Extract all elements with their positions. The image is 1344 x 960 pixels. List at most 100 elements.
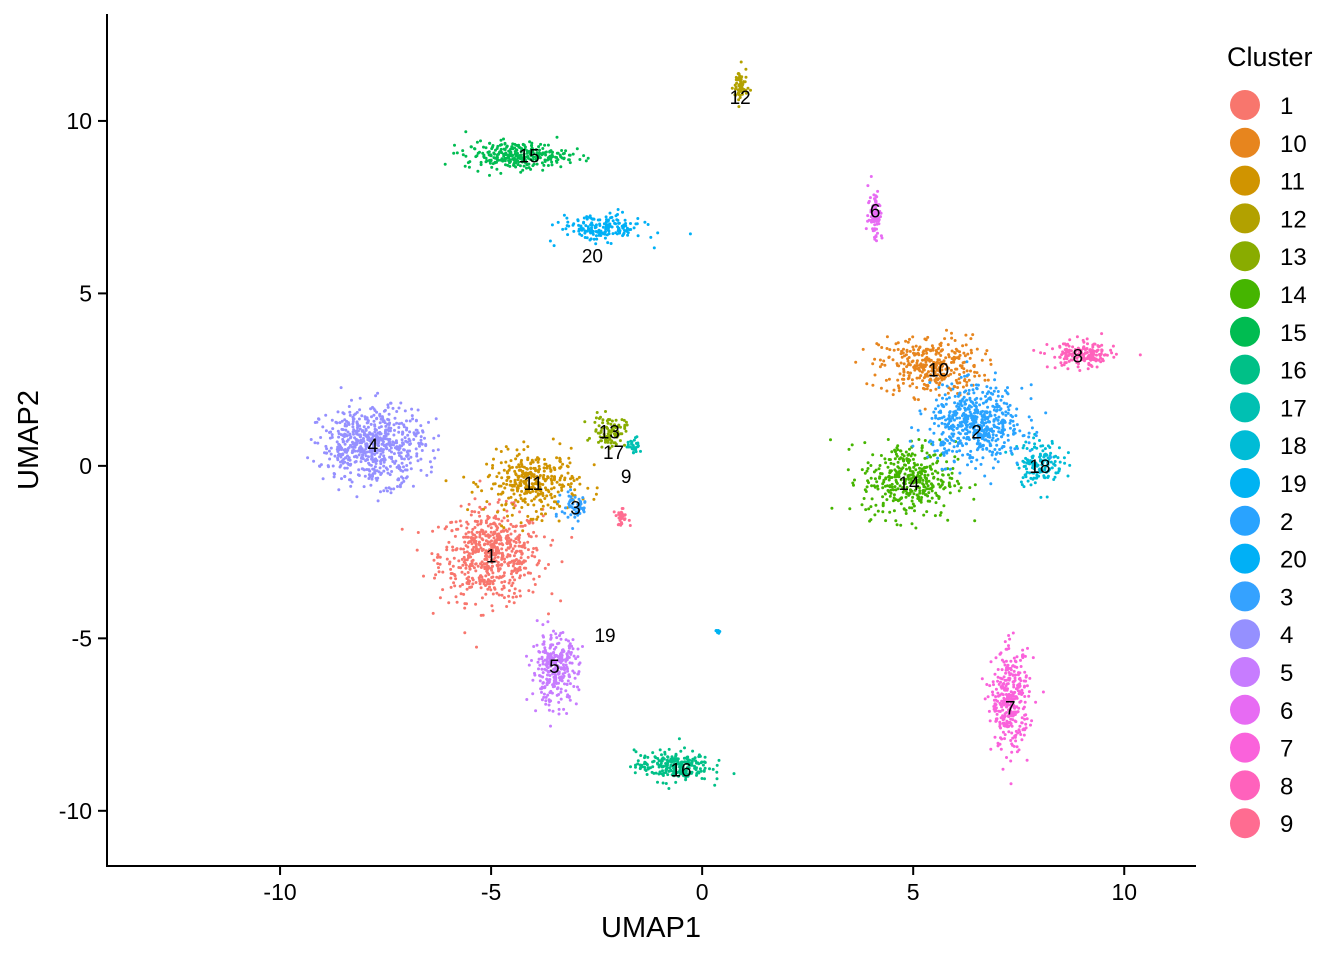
data-point [685, 755, 689, 759]
data-point [565, 695, 569, 699]
data-point [599, 429, 603, 433]
data-point [550, 481, 554, 485]
data-point [902, 377, 906, 381]
data-point [932, 410, 936, 414]
data-point [379, 452, 383, 456]
data-point [931, 472, 934, 476]
data-point [355, 431, 359, 435]
data-point [896, 444, 900, 448]
data-point [922, 352, 925, 356]
data-point [547, 703, 551, 707]
data-point [937, 386, 941, 389]
data-point [638, 763, 642, 767]
data-point [500, 476, 504, 480]
data-point [952, 371, 956, 375]
data-point [340, 419, 344, 423]
data-point [510, 465, 514, 469]
data-point [549, 637, 553, 641]
cluster-label: 4 [368, 436, 379, 457]
data-point [556, 642, 559, 646]
data-point [922, 349, 926, 353]
data-point [581, 496, 585, 500]
data-point [388, 421, 392, 425]
data-point [544, 702, 548, 706]
data-point [517, 468, 521, 472]
data-point [958, 399, 962, 403]
data-point [351, 417, 355, 421]
data-point [1005, 665, 1009, 669]
data-point [651, 760, 655, 764]
data-point [554, 632, 558, 636]
data-point [910, 522, 914, 526]
cluster-label: 18 [1029, 457, 1050, 478]
data-point [514, 595, 518, 599]
data-point [560, 486, 564, 490]
data-point [484, 592, 488, 596]
data-point [549, 652, 553, 656]
data-point [922, 382, 926, 386]
data-point [572, 685, 576, 688]
data-point [474, 562, 478, 566]
data-point [878, 464, 882, 467]
data-point [895, 362, 899, 366]
data-point [517, 452, 521, 456]
data-point [321, 477, 325, 481]
data-point [462, 592, 466, 596]
data-point [669, 769, 673, 773]
data-point [672, 767, 676, 771]
data-point [533, 583, 537, 586]
data-point [408, 430, 412, 434]
data-point [997, 404, 1001, 408]
data-point [464, 566, 468, 570]
data-point [534, 458, 538, 462]
data-point [486, 542, 490, 546]
data-point [342, 412, 346, 416]
data-point [626, 233, 630, 237]
data-point [573, 676, 577, 680]
data-point [885, 335, 889, 339]
data-point [488, 582, 492, 586]
data-point [983, 427, 987, 431]
data-point [962, 395, 966, 399]
data-point [484, 584, 487, 587]
data-point [624, 222, 628, 225]
data-point [679, 749, 683, 753]
data-point [402, 425, 406, 429]
data-point [934, 349, 938, 352]
data-point [1017, 728, 1021, 732]
data-point [862, 497, 866, 500]
data-point [519, 497, 523, 500]
data-point [495, 475, 499, 479]
data-point [739, 89, 743, 93]
data-point [661, 765, 665, 769]
data-point [505, 479, 509, 482]
data-point [502, 584, 506, 588]
data-point [981, 456, 985, 460]
data-point [1114, 352, 1118, 356]
data-point [893, 473, 897, 477]
data-point [538, 663, 542, 667]
cluster-label: 10 [928, 360, 949, 381]
data-point [609, 242, 613, 245]
data-point [645, 773, 649, 776]
data-point [373, 458, 377, 462]
data-point [927, 479, 931, 483]
data-point [488, 173, 491, 177]
data-point [990, 453, 994, 457]
data-point [1004, 413, 1008, 417]
data-point [940, 368, 944, 372]
data-point [545, 661, 549, 665]
data-point [963, 427, 967, 431]
data-point [580, 234, 584, 237]
data-point [1018, 700, 1022, 704]
data-point [530, 499, 534, 503]
data-point [331, 464, 335, 468]
data-point [1002, 441, 1006, 445]
data-point [627, 445, 631, 449]
data-point [920, 364, 924, 368]
data-point [879, 234, 883, 238]
data-point [690, 762, 694, 766]
data-point [876, 231, 879, 235]
data-point [943, 393, 947, 397]
data-point [993, 672, 997, 676]
